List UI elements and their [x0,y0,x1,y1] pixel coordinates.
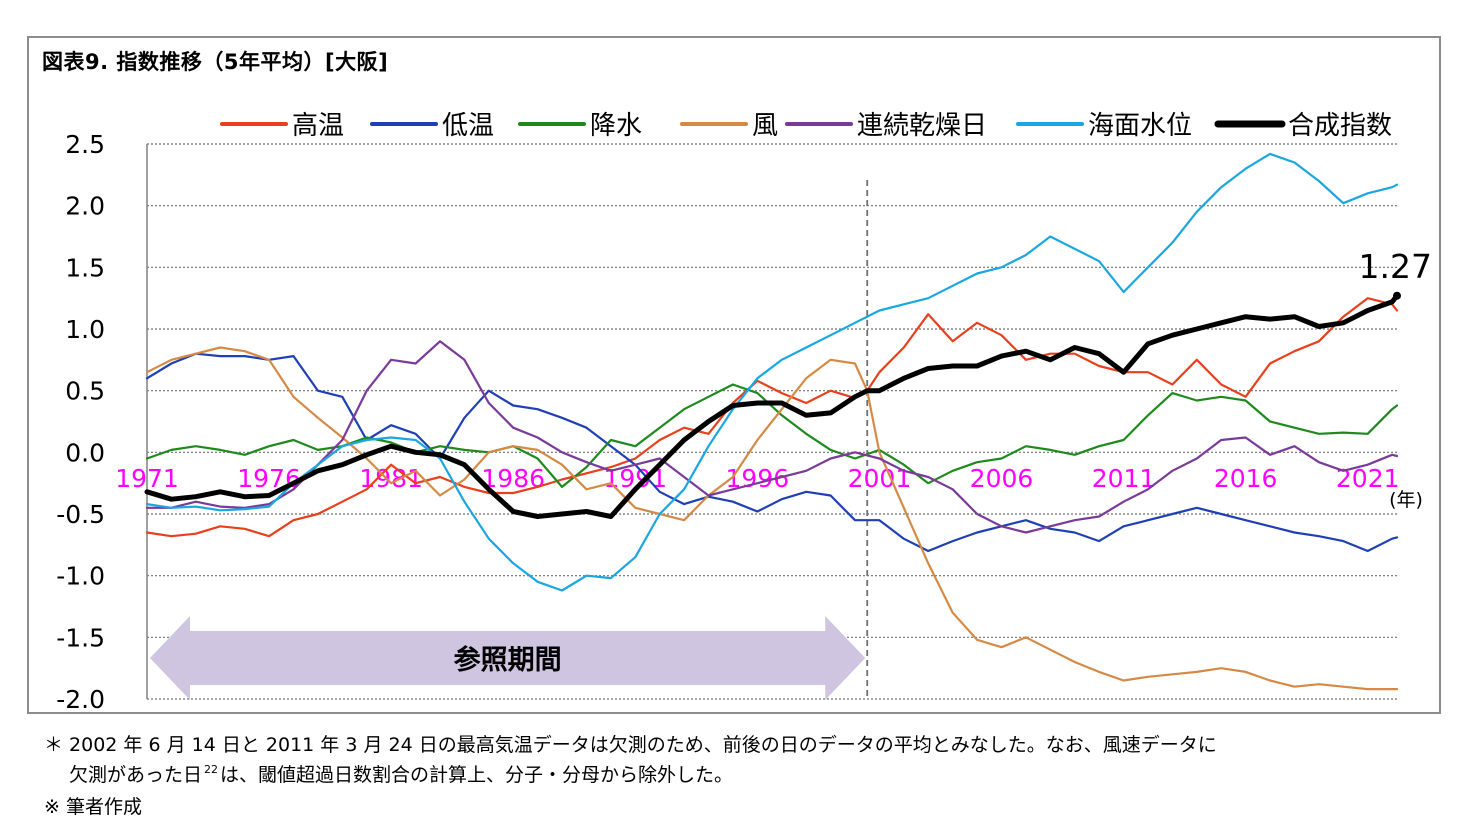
x-tick-label: 1971 [115,464,179,493]
end-point-marker [1393,291,1401,300]
reference-period-label: 参照期間 [454,644,562,676]
y-tick-label: 2.0 [65,192,105,221]
y-tick-label: 1.5 [65,253,105,282]
x-tick-label: 2011 [1092,464,1156,493]
end-value-label: 1.27 [1359,247,1432,286]
x-tick-label: 2021 [1336,464,1400,493]
series-line-低温 [145,352,1399,553]
reference-period-arrow [150,616,866,700]
series-line-海面水位 [145,152,1399,592]
chart-title: 図表9. 指数推移（5年平均）[大阪] [42,50,389,74]
footnote-wind-text-a: 欠測があった日 [69,764,203,786]
x-axis-unit-label: (年) [1389,489,1423,511]
legend-label: 風 [752,111,778,141]
series-line-降水 [145,383,1399,488]
x-tick-label: 1981 [359,464,423,493]
legend-label: 合成指数 [1288,111,1392,141]
footnote-wind-data: 欠測があった日 22 は、閾値超過日数割合の計算上、分子・分母から除外した。 [69,760,733,787]
x-tick-label: 2006 [970,464,1034,493]
legend-label: 高温 [292,111,344,141]
legend-label: 低温 [442,111,494,141]
legend-label: 連続乾燥日 [857,111,987,141]
y-tick-label: 0.0 [65,438,105,467]
legend-label: 降水 [590,111,642,141]
y-tick-label: 2.5 [65,130,105,159]
y-tick-label: 1.0 [65,315,105,344]
chart-frame [27,36,1441,714]
x-tick-label: 1976 [237,464,301,493]
x-tick-label: 2001 [848,464,912,493]
series-line-連続乾燥日 [145,340,1399,534]
footnote-reference-number: 22 [204,763,219,776]
footnote-wind-text-b: は、閾値超過日数割合の計算上、分子・分母から除外した。 [220,764,734,786]
legend-label: 海面水位 [1088,111,1192,141]
y-tick-label: 0.5 [65,377,105,406]
series-line-高温 [145,297,1399,538]
y-tick-label: -0.5 [56,500,105,529]
footnote-missing-data: ＊ 2002 年 6 月 14 日と 2011 年 3 月 24 日の最高気温デ… [44,734,1217,756]
x-tick-label: 2016 [1214,464,1278,493]
y-tick-label: -1.0 [56,562,105,591]
series-line-合成指数 [144,293,1400,519]
footnote-author: ※ 筆者作成 [44,796,142,818]
y-tick-label: -2.0 [56,685,105,714]
y-tick-label: -1.5 [56,623,105,652]
